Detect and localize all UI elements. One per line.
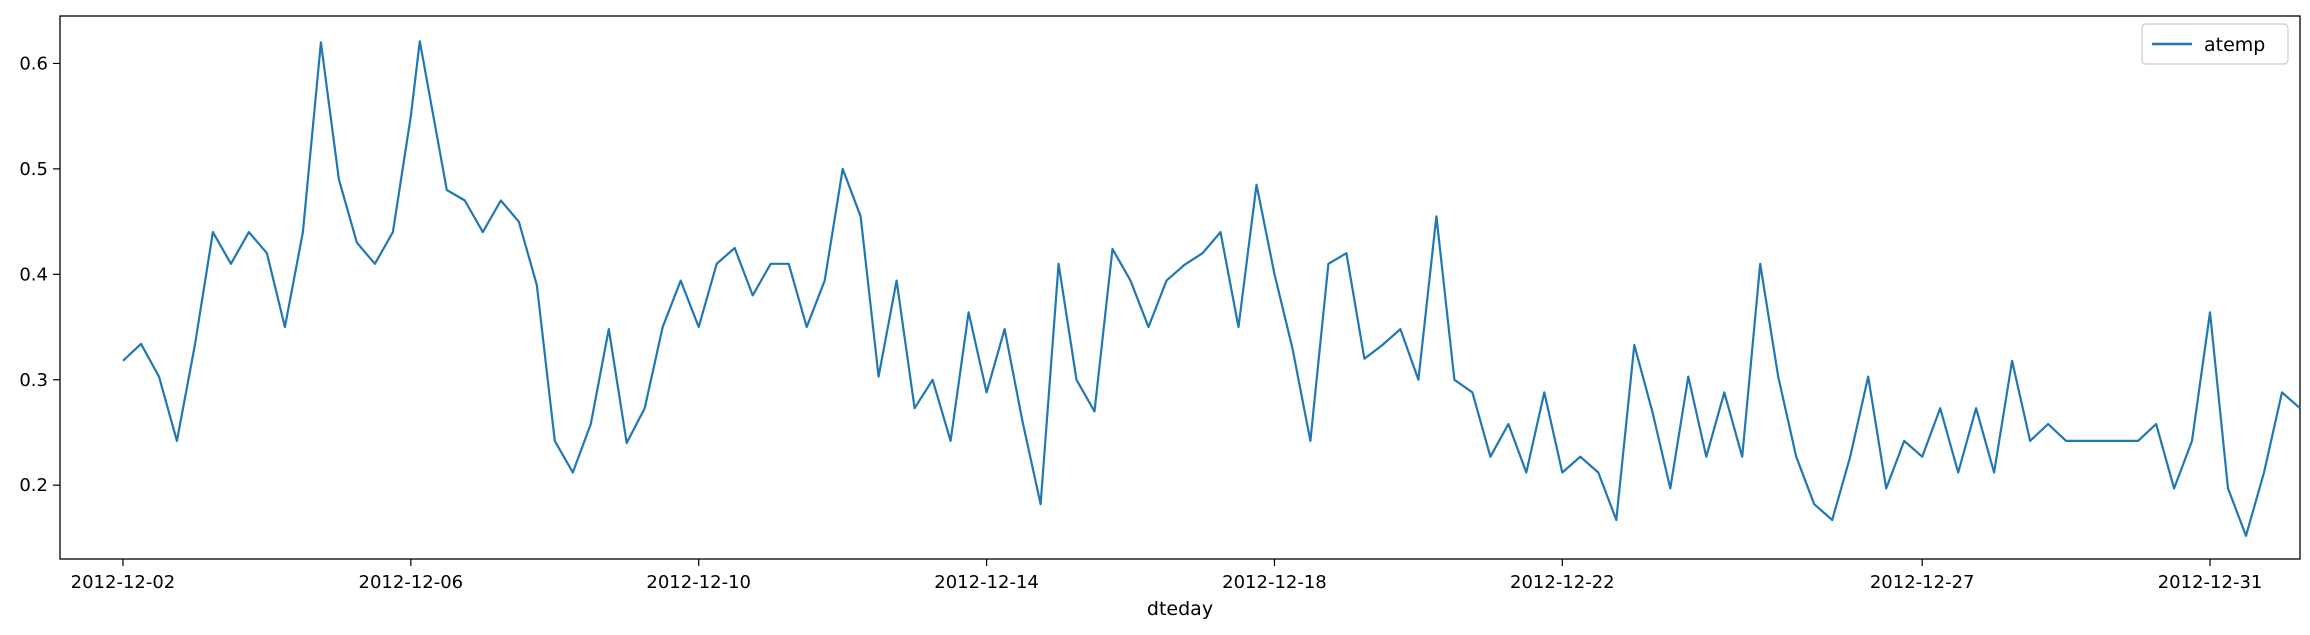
series-line-atemp (122, 40, 2301, 537)
y-tick-label: 0.5 (19, 159, 48, 180)
x-axis-label: dteday (1147, 598, 1213, 620)
plot-area: 2012-12-02 2012-12-06 2012-12-10 2012-12-14… (19, 15, 2301, 593)
y-tick-label: 0.6 (19, 53, 48, 74)
legend-box (2141, 23, 2289, 65)
series-layer (122, 40, 2301, 537)
y-tick-label: 0.2 (19, 475, 48, 496)
x-tick-label: 2012-12-22 (1510, 572, 1615, 593)
x-tick-label: 2012-12-31 (2158, 572, 2263, 593)
x-tick-label: 2012-12-18 (1222, 572, 1327, 593)
x-tick-label: 2012-12-27 (1870, 572, 1975, 593)
legend: atemp (2141, 23, 2289, 65)
legend-label-atemp: atemp (2204, 34, 2265, 56)
x-axis-ticks: 2012-12-02 2012-12-06 2012-12-10 2012-12-14… (71, 559, 2263, 593)
x-tick-label: 2012-12-14 (934, 572, 1039, 593)
x-tick-label: 2012-12-10 (646, 572, 751, 593)
x-tick-label: 2012-12-02 (71, 572, 176, 593)
y-axis-ticks: 0.2 0.3 0.4 0.5 0.6 (19, 53, 60, 496)
y-tick-label: 0.4 (19, 264, 48, 285)
x-tick-label: 2012-12-06 (359, 572, 464, 593)
plot-frame (59, 15, 2301, 560)
y-tick-label: 0.3 (19, 370, 48, 391)
